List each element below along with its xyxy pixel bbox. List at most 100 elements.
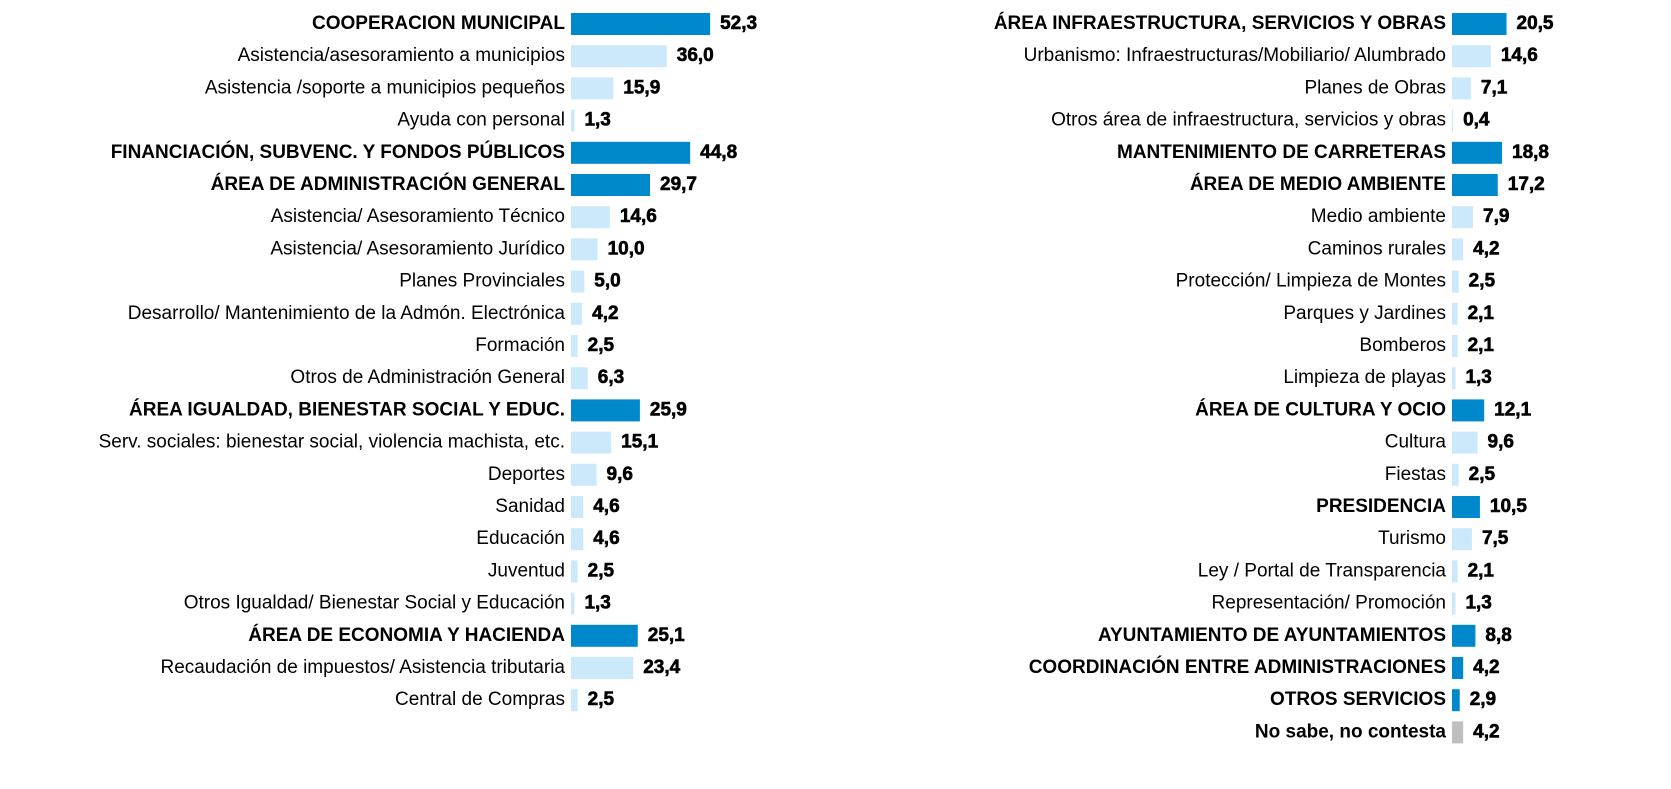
value-label: 12,1: [1494, 399, 1531, 420]
bar: [1452, 335, 1458, 357]
category-label: Otros área de infraestructura, servicios…: [1051, 110, 1446, 131]
bar: [571, 45, 667, 68]
bar: [571, 657, 634, 679]
category-label: Fiestas: [1385, 464, 1446, 485]
value-label: 25,1: [648, 625, 685, 646]
value-label: 15,1: [621, 432, 658, 453]
value-label: 10,0: [608, 238, 645, 259]
value-label: 36,0: [677, 45, 714, 66]
value-label: 2,1: [1468, 335, 1495, 356]
bar: [1452, 238, 1464, 261]
category-label: COORDINACIÓN ENTRE ADMINISTRACIONES: [1029, 656, 1446, 678]
category-label: Asistencia /soporte a municipios pequeño…: [205, 77, 565, 98]
value-label: 1,3: [1465, 593, 1491, 614]
bar: [1452, 721, 1464, 744]
bar: [1452, 367, 1456, 390]
bar: [1452, 689, 1460, 712]
category-label: Recaudación de impuestos/ Asistencia tri…: [160, 657, 565, 678]
bar: [1452, 270, 1459, 293]
bar: [1452, 174, 1498, 196]
category-label: Desarrollo/ Mantenimiento de la Admón. E…: [128, 303, 566, 324]
value-label: 20,5: [1517, 13, 1554, 34]
value-label: 4,2: [1473, 657, 1499, 678]
category-label: Protección/ Limpieza de Montes: [1176, 271, 1446, 292]
value-label: 4,6: [593, 496, 619, 517]
bar: [1452, 496, 1480, 518]
bar: [571, 463, 597, 486]
bar: [1452, 302, 1458, 325]
bar: [571, 206, 610, 229]
category-label: ÁREA DE ECONOMIA Y HACIENDA: [248, 624, 565, 646]
value-label: 4,2: [1473, 238, 1499, 259]
category-label: ÁREA DE ADMINISTRACIÓN GENERAL: [211, 173, 566, 195]
value-label: 7,1: [1481, 77, 1508, 98]
category-label: Otros de Administración General: [290, 367, 565, 388]
value-label: 14,6: [620, 206, 657, 227]
value-label: 4,6: [593, 528, 619, 549]
bar: [571, 592, 575, 615]
category-label: Sanidad: [495, 496, 565, 517]
bar: [571, 141, 691, 164]
value-label: 7,9: [1483, 206, 1509, 227]
value-label: 2,9: [1470, 689, 1496, 710]
value-label: 52,3: [720, 13, 757, 34]
category-label: Juventud: [488, 560, 565, 581]
value-label: 2,1: [1468, 303, 1495, 324]
bar: [1452, 560, 1458, 583]
value-label: 9,6: [607, 464, 633, 485]
category-label: Asistencia/ Asesoramiento Jurídico: [270, 238, 565, 259]
value-label: 4,2: [592, 303, 618, 324]
bar: [1452, 624, 1476, 647]
category-label: Cultura: [1385, 432, 1447, 453]
value-label: 23,4: [643, 657, 680, 678]
value-label: 1,3: [584, 593, 610, 614]
value-label: 8,8: [1485, 625, 1511, 646]
category-label: ÁREA INFRAESTRUCTURA, SERVICIOS Y OBRAS: [994, 12, 1446, 34]
category-label: Parques y Jardines: [1283, 303, 1446, 324]
category-label: Asistencia/asesoramiento a municipios: [238, 45, 565, 66]
category-label: Medio ambiente: [1311, 206, 1446, 227]
value-label: 18,8: [1512, 142, 1549, 163]
bar: [1452, 77, 1471, 100]
category-label: Caminos rurales: [1308, 238, 1446, 259]
value-label: 9,6: [1488, 432, 1514, 453]
value-label: 5,0: [594, 271, 620, 292]
bar: [571, 335, 578, 357]
value-label: 0,4: [1463, 110, 1490, 131]
category-label: Formación: [475, 335, 565, 356]
bar: [571, 496, 584, 518]
bar: [571, 13, 711, 35]
value-label: 2,5: [588, 335, 615, 356]
value-label: 1,3: [584, 110, 610, 131]
bar: [571, 270, 585, 293]
bar: [1452, 592, 1456, 615]
value-label: 2,5: [588, 689, 615, 710]
value-label: 44,8: [700, 142, 737, 163]
bar: [1452, 45, 1491, 68]
category-label: Limpieza de playas: [1283, 367, 1446, 388]
category-label: Central de Compras: [395, 689, 565, 710]
category-label: AYUNTAMIENTO DE AYUNTAMIENTOS: [1098, 625, 1446, 646]
category-label: MANTENIMIENTO DE CARRETERAS: [1117, 142, 1446, 163]
value-label: 4,2: [1473, 721, 1499, 742]
category-label: Planes Provinciales: [399, 271, 565, 292]
bar: [571, 431, 612, 454]
bar: [571, 77, 614, 100]
bar: [1452, 399, 1485, 422]
value-label: 2,5: [1469, 464, 1496, 485]
bar: [1452, 431, 1478, 454]
category-label: Otros Igualdad/ Bienestar Social y Educa…: [184, 593, 565, 614]
bar: [571, 689, 578, 712]
value-label: 2,5: [588, 560, 615, 581]
value-label: 7,5: [1482, 528, 1509, 549]
category-label: COOPERACION MUNICIPAL: [312, 13, 565, 34]
category-label: Ayuda con personal: [397, 110, 565, 131]
bar: [571, 560, 578, 583]
category-label: No sabe, no contesta: [1255, 721, 1447, 742]
bar: [571, 528, 584, 551]
bar: [571, 174, 651, 196]
bar: [571, 367, 588, 390]
bar: [1452, 657, 1464, 679]
category-label: ÁREA IGUALDAD, BIENESTAR SOCIAL Y EDUC.: [129, 398, 565, 420]
category-label: Urbanismo: Infraestructuras/Mobiliario/ …: [1024, 45, 1446, 66]
